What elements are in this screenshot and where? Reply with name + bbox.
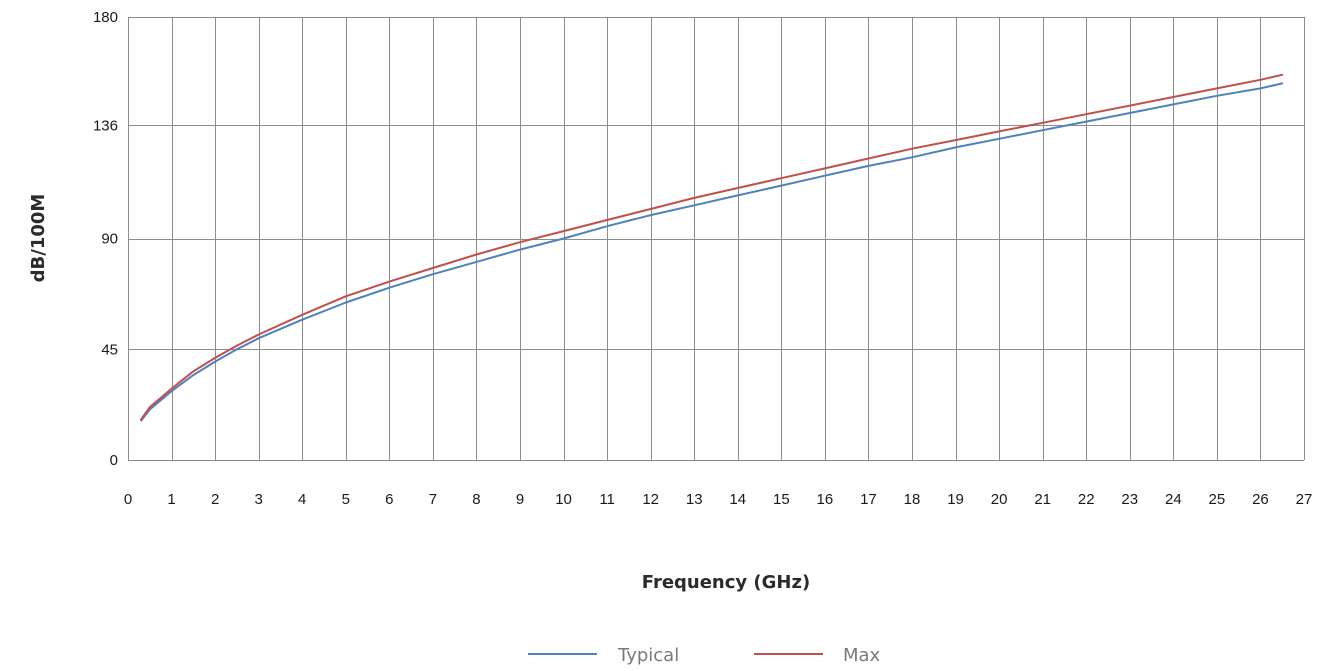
x-tick-label: 2 (211, 491, 219, 508)
x-tick-label: 16 (817, 491, 834, 508)
x-axis-ticks: 0 1 2 3 4 5 6 7 8 9 10 11 12 13 14 15 16 17 18 19 20 21 22 23 24… (124, 491, 1313, 508)
series-line-typical (140, 82, 1284, 422)
x-tick-label: 7 (429, 491, 437, 508)
y-tick-label: 136 (93, 117, 118, 134)
x-tick-label: 19 (947, 491, 964, 508)
x-tick-label: 8 (472, 491, 480, 508)
x-tick-label: 17 (860, 491, 877, 508)
y-tick-label: 0 (110, 452, 118, 469)
legend-label-max: Max (843, 645, 881, 666)
x-tick-label: 0 (124, 491, 132, 508)
x-tick-label: 26 (1252, 491, 1269, 508)
x-tick-label: 4 (298, 491, 306, 508)
x-tick-label: 10 (555, 491, 572, 508)
grid (128, 17, 1305, 461)
x-tick-label: 24 (1165, 491, 1182, 508)
x-tick-label: 1 (167, 491, 175, 508)
series-group (140, 73, 1284, 422)
x-tick-label: 13 (686, 491, 703, 508)
x-tick-label: 5 (342, 491, 350, 508)
x-axis-title: Frequency (GHz) (642, 572, 810, 593)
x-tick-label: 14 (729, 491, 746, 508)
x-tick-label: 23 (1121, 491, 1138, 508)
y-tick-label: 45 (101, 341, 118, 358)
legend: Typical Max (528, 645, 881, 666)
x-tick-label: 6 (385, 491, 393, 508)
y-tick-label: 180 (93, 9, 118, 26)
legend-label-typical: Typical (617, 645, 679, 666)
series-line-max (140, 73, 1284, 421)
y-tick-label: 90 (101, 231, 118, 248)
x-tick-label: 11 (599, 491, 615, 508)
x-tick-label: 20 (991, 491, 1008, 508)
x-tick-label: 9 (516, 491, 524, 508)
x-tick-label: 25 (1209, 491, 1226, 508)
y-axis-ticks: 0 45 90 136 180 (93, 9, 118, 469)
x-tick-label: 3 (254, 491, 262, 508)
x-tick-label: 18 (904, 491, 921, 508)
x-tick-label: 15 (773, 491, 790, 508)
y-axis-title: dB/100M (28, 194, 49, 283)
x-tick-label: 22 (1078, 491, 1095, 508)
x-tick-label: 21 (1034, 491, 1051, 508)
x-tick-label: 12 (642, 491, 659, 508)
x-tick-label: 27 (1296, 491, 1313, 508)
